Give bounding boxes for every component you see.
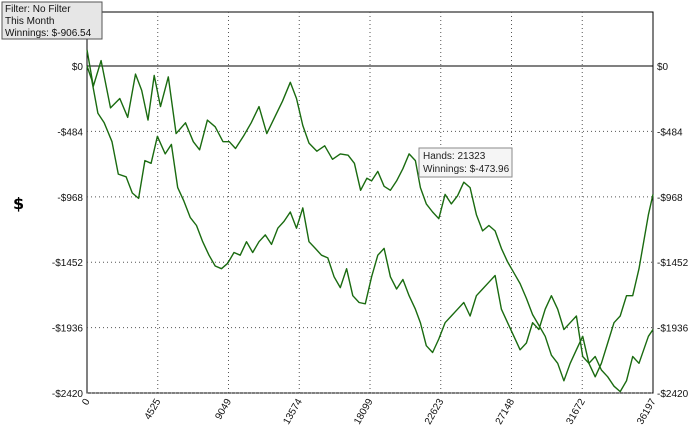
y-tick-label-left: -$1452 [52,258,84,269]
x-tick-label: 31672 [564,397,588,427]
y-tick-label-right: $0 [657,62,669,73]
plot-area [86,11,654,394]
y-tick-label-right: -$968 [657,193,683,204]
x-tick-label: 22623 [423,397,447,427]
x-tick-label: 4525 [143,397,164,422]
y-tick-label-left: $0 [72,62,84,73]
x-tick-label: 27148 [494,397,518,427]
series-layer [86,49,654,393]
filter-label: Filter: No Filter [5,4,71,15]
y-axis-label: $ [13,194,24,213]
y-tick-label-left: -$1936 [52,324,84,335]
y-tick-label-left: -$2420 [52,389,84,400]
period-label: This Month [5,16,54,27]
series-line-2 [86,65,654,393]
y-tick-label-right: -$2420 [657,389,689,400]
tooltip-hands: Hands: 21323 [423,151,486,162]
x-tick-label: 13574 [281,397,305,427]
filter-info-box: Filter: No Filter This Month Winnings: $… [1,1,103,40]
y-tick-label-right: -$1452 [657,258,689,269]
x-tick-label: 0 [80,397,93,408]
x-tick-label: 36197 [635,397,659,427]
tooltip-winnings: Winnings: $-473.96 [423,164,510,175]
winnings-total-label: Winnings: $-906.54 [5,28,92,39]
y-tick-label-left: -$484 [57,127,83,138]
hover-tooltip: Hands: 21323 Winnings: $-473.96 [418,147,513,178]
y-tick-label-right: -$1936 [657,324,689,335]
y-tick-label-left: -$968 [57,193,83,204]
x-tick-label: 18099 [352,397,376,427]
y-tick-label-right: -$484 [657,127,683,138]
x-tick-label: 9049 [213,397,234,422]
series-line-1 [86,49,654,382]
grid [87,12,653,394]
